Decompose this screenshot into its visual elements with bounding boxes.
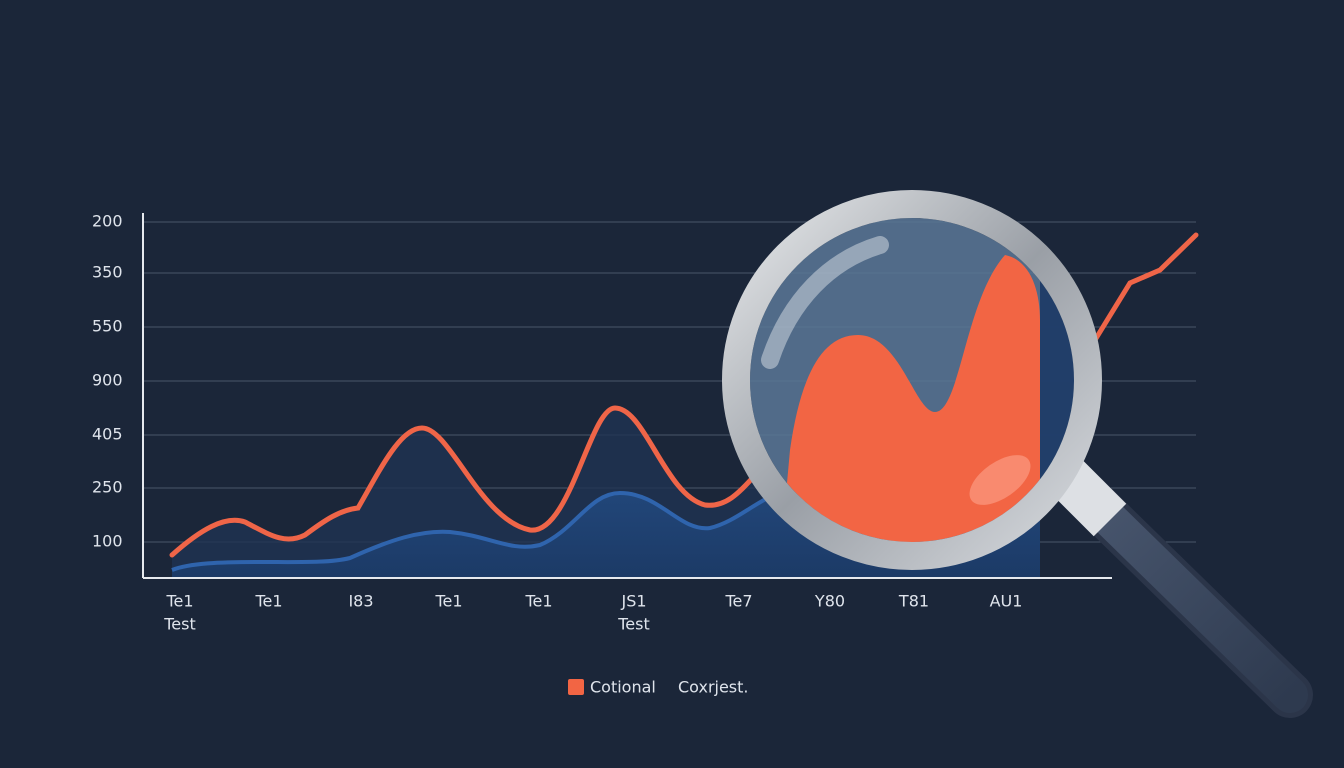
x-tick-label: Y80	[814, 592, 845, 611]
y-tick-label: 350	[92, 263, 123, 282]
legend-label: Cotional	[590, 678, 656, 697]
x-tick-label: Te7	[724, 592, 752, 611]
y-tick-label: 250	[92, 478, 123, 497]
x-tick-label: Te1	[254, 592, 282, 611]
x-tick-label: T81	[898, 592, 929, 611]
x-tick-label: Te1	[524, 592, 552, 611]
legend-label: Coxrjest.	[678, 678, 749, 697]
x-tick-label: JS1	[620, 592, 646, 611]
y-tick-label: 200	[92, 212, 123, 231]
x-tick-label: Te1	[165, 592, 193, 611]
orange-line-end	[1092, 232, 1199, 343]
y-tick-label: 550	[92, 317, 123, 336]
legend-swatch	[568, 679, 584, 695]
y-tick-label: 900	[92, 371, 123, 390]
y-tick-label: 405	[92, 425, 123, 444]
blue-line	[171, 490, 776, 572]
x-tick-label: Te1	[434, 592, 462, 611]
x-tick-sublabel: Test	[163, 615, 196, 634]
x-tick-sublabel: Test	[617, 615, 650, 634]
orange-line	[169, 405, 763, 558]
x-tick-label: AU1	[990, 592, 1023, 611]
x-tick-label: I83	[348, 592, 373, 611]
y-tick-label: 100	[92, 532, 123, 551]
magnifier	[722, 190, 1313, 718]
